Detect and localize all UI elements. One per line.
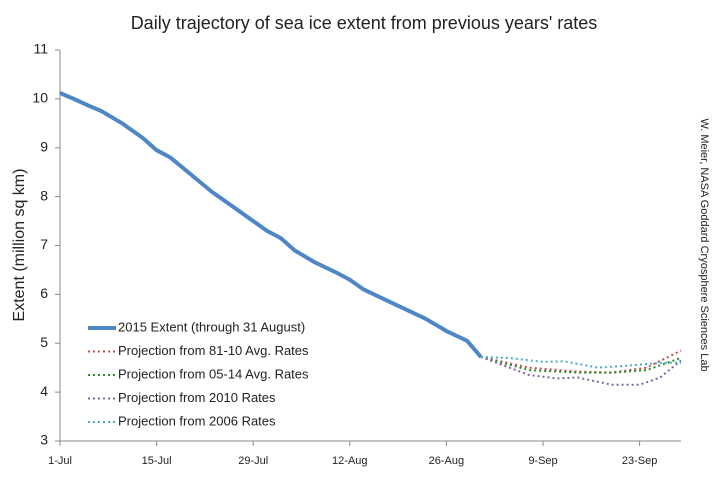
y-tick-label: 7 xyxy=(40,236,48,252)
credit: W. Meier, NASA Goddard Cryosphere Scienc… xyxy=(698,118,710,371)
x-tick-label: 29-Jul xyxy=(238,455,268,467)
y-tick-label: 3 xyxy=(40,432,48,448)
x-tick-label: 1-Jul xyxy=(48,455,72,467)
x-tick-label: 15-Jul xyxy=(142,455,172,467)
series-line xyxy=(480,355,682,374)
legend-label: Projection from 81-10 Avg. Rates xyxy=(118,343,309,358)
y-tick-label: 11 xyxy=(33,41,48,57)
legend-label: 2015 Extent (through 31 August) xyxy=(118,319,305,334)
x-tick-label: 12-Aug xyxy=(332,455,367,467)
y-tick-label: 4 xyxy=(40,383,48,399)
x-tick-label: 23-Sep xyxy=(622,455,657,467)
y-tick-label: 10 xyxy=(32,90,48,106)
chart-title: Daily trajectory of sea ice extent from … xyxy=(131,13,598,33)
series-line xyxy=(480,355,682,386)
x-tick-label: 26-Aug xyxy=(429,455,464,467)
series-line xyxy=(480,355,681,369)
y-axis-label: Extent (million sq km) xyxy=(11,169,28,322)
y-tick-label: 6 xyxy=(40,285,48,301)
y-tick-label: 8 xyxy=(40,187,48,203)
series-line xyxy=(59,91,483,359)
series-line xyxy=(480,349,682,374)
legend-label: Projection from 2006 Rates xyxy=(118,413,276,428)
y-tick-label: 5 xyxy=(40,334,48,350)
legend-label: Projection from 05-14 Avg. Rates xyxy=(118,366,309,381)
y-tick-label: 9 xyxy=(40,138,48,154)
legend-label: Projection from 2010 Rates xyxy=(118,390,276,405)
x-tick-label: 9-Sep xyxy=(528,455,557,467)
